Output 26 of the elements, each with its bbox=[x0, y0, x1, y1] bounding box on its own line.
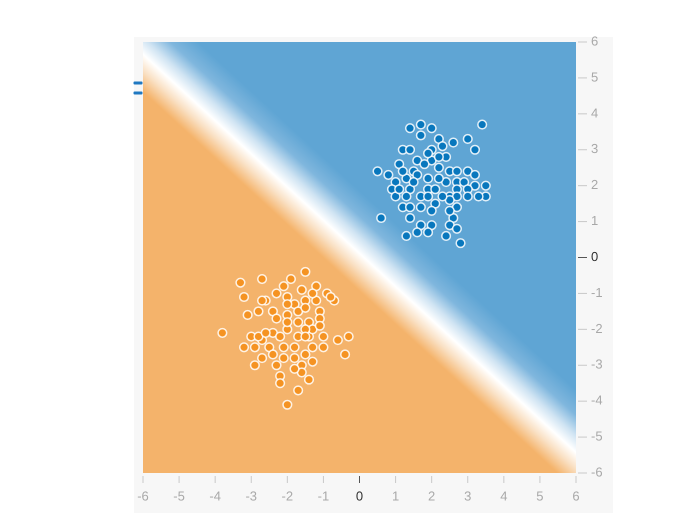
x-tick-label: -2 bbox=[282, 488, 294, 504]
y-tick-label: -5 bbox=[591, 428, 603, 444]
y-tick-label: 0 bbox=[591, 248, 598, 264]
x-tick-label: 6 bbox=[572, 488, 580, 504]
y-tick-label: -2 bbox=[591, 320, 603, 336]
x-tick-label: -4 bbox=[209, 488, 221, 504]
x-tick-label: 3 bbox=[464, 488, 472, 504]
y-tick-label: -6 bbox=[591, 464, 603, 480]
y-tick-label: -4 bbox=[591, 392, 603, 408]
y-tick-label: 1 bbox=[591, 213, 598, 228]
y-tick-label: -1 bbox=[591, 284, 603, 300]
x-tick-label: -1 bbox=[318, 488, 330, 504]
x-tick-label: 5 bbox=[536, 488, 544, 504]
x-tick-label: -5 bbox=[173, 488, 185, 504]
x-tick-label: 1 bbox=[392, 488, 400, 504]
y-tick-label: 3 bbox=[591, 141, 598, 156]
x-tick-label: -3 bbox=[245, 488, 258, 504]
y-tick-label: 4 bbox=[591, 105, 598, 120]
y-tick-label: 6 bbox=[591, 33, 598, 48]
x-tick-label: 2 bbox=[428, 488, 436, 504]
y-tick-label: 2 bbox=[591, 177, 598, 192]
x-tick-label: 4 bbox=[500, 488, 508, 504]
y-tick-label: 5 bbox=[591, 69, 598, 84]
x-tick-label: -6 bbox=[137, 488, 149, 504]
y-tick-label: -3 bbox=[591, 356, 603, 372]
x-tick-label: 0 bbox=[356, 488, 364, 504]
